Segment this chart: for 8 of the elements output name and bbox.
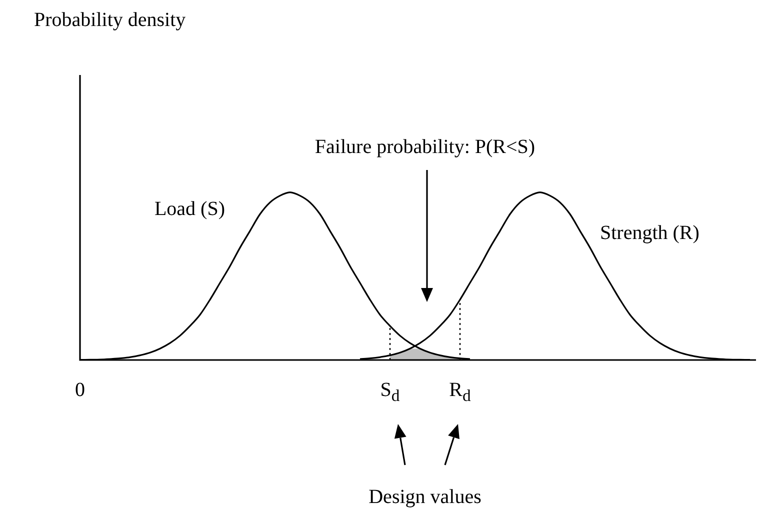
series-label: Strength (R) <box>600 220 700 245</box>
x-tick-label: 0 <box>75 378 85 402</box>
x-tick-label: S$_{d}$ <box>380 378 400 407</box>
series-label: Load (S) <box>154 197 225 222</box>
x-tick-label: R$_{d}$ <box>449 378 471 407</box>
text: Failure probability: P(R<S) <box>314 135 536 159</box>
text: Probability density <box>34 8 186 32</box>
text: Design values <box>368 485 482 509</box>
